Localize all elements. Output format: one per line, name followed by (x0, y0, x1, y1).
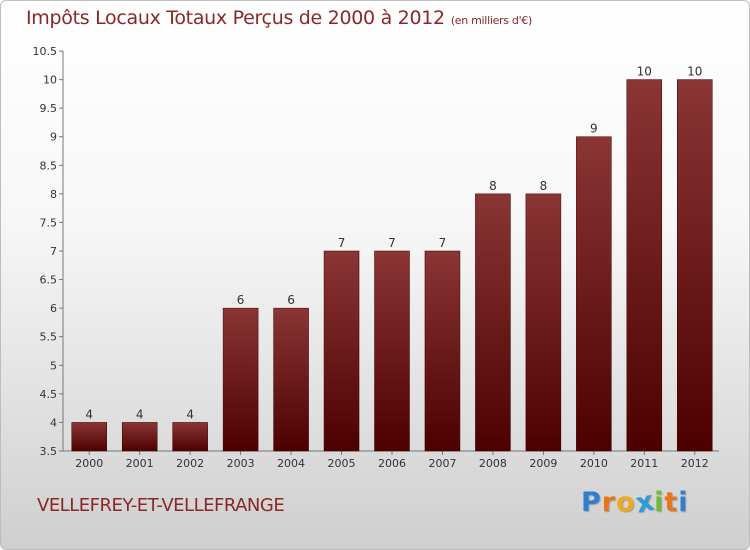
y-tick-label: 5.5 (40, 331, 58, 344)
bar-2007 (424, 250, 461, 452)
y-tick-label: 8.5 (40, 159, 58, 172)
y-tick-label: 10.5 (33, 45, 58, 58)
x-tick-label: 2005 (328, 457, 356, 470)
bar-2000 (71, 422, 107, 452)
x-tick-label: 2011 (630, 457, 658, 470)
data-label: 6 (237, 293, 245, 307)
bar-2009 (525, 193, 562, 452)
bar-2004 (273, 307, 309, 452)
data-label: 9 (590, 122, 598, 136)
commune-name: VELLEFREY-ET-VELLEFRANGE (37, 495, 285, 516)
data-label: 6 (287, 293, 295, 307)
x-tick-label: 2006 (378, 457, 406, 470)
data-label: 7 (439, 236, 447, 250)
x-tick-label: 2007 (428, 457, 456, 470)
logo-letter: i (678, 487, 689, 518)
data-label: 10 (687, 65, 702, 79)
chart-title-text: Impôts Locaux Totaux Perçus de 2000 à 20… (26, 7, 445, 29)
y-tick-label: 6 (50, 302, 57, 315)
bar-2011 (626, 79, 663, 452)
y-tick-label: 7 (50, 245, 57, 258)
bar-2006 (374, 250, 410, 452)
data-labels: 4 4 4 6 6 7 7 7 8 8 9 10 10 (85, 65, 702, 422)
y-tick-label: 4.5 (40, 388, 58, 401)
logo-letter: P (581, 487, 602, 518)
x-tick-label: 2000 (75, 457, 103, 470)
y-tick-label: 3.5 (40, 445, 58, 458)
bar-2003 (222, 307, 259, 452)
data-label: 8 (489, 179, 497, 193)
bar-2010 (576, 136, 612, 452)
y-tick-label: 9 (50, 131, 57, 144)
y-tick-label: 8 (50, 188, 57, 201)
y-tick-label: 6.5 (40, 274, 58, 287)
chart-subtitle: (en milliers d'€) (450, 14, 532, 27)
x-tick-label: 2002 (176, 457, 204, 470)
y-tick-label: 4 (50, 416, 57, 429)
y-tick-label: 10 (43, 74, 57, 87)
data-label: 4 (186, 407, 194, 421)
data-label: 8 (540, 179, 548, 193)
x-tick-label: 2001 (126, 457, 154, 470)
bar-2001 (121, 422, 158, 452)
data-label: 7 (388, 236, 396, 250)
y-tick-label: 7.5 (40, 216, 58, 229)
y-tick-label: 9.5 (40, 102, 58, 115)
data-label: 7 (338, 236, 346, 250)
y-tick-label: 5 (50, 359, 57, 372)
bar-2012 (677, 79, 713, 452)
bar-2002 (172, 422, 208, 452)
x-tick-label: 2012 (681, 457, 709, 470)
data-label: 10 (637, 65, 652, 79)
logo-letter: r (601, 487, 617, 518)
data-label: 4 (85, 407, 93, 421)
data-label: 4 (136, 407, 144, 421)
logo-letter: o (616, 487, 636, 518)
x-tick-label: 2010 (580, 457, 608, 470)
proxiti-logo: Proxiti (581, 485, 689, 519)
x-tick-label: 2004 (277, 457, 305, 470)
x-tick-label: 2008 (479, 457, 507, 470)
chart-title: Impôts Locaux Totaux Perçus de 2000 à 20… (26, 7, 532, 29)
bar-2008 (475, 193, 511, 452)
bar-2005 (323, 250, 360, 452)
bars (71, 79, 713, 452)
logo-letter: t (664, 487, 679, 518)
logo-letter: i (654, 487, 665, 518)
x-tick-label: 2003 (227, 457, 255, 470)
x-tick-label: 2009 (529, 457, 557, 470)
